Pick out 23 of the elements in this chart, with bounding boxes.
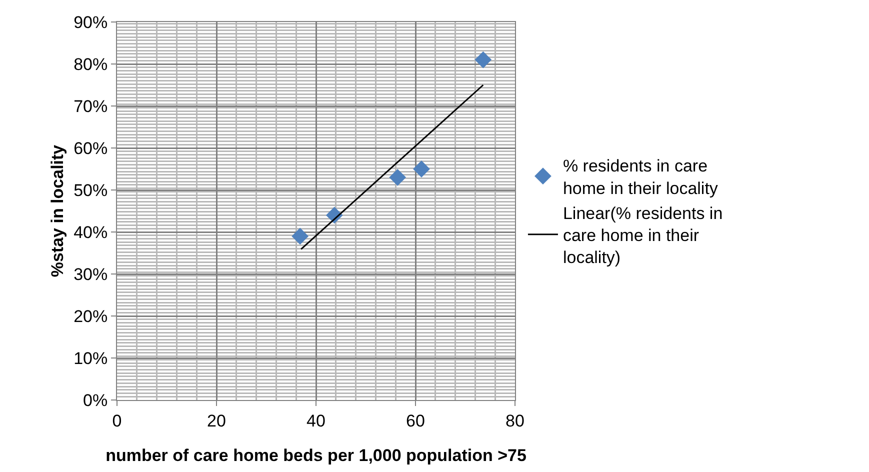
legend-label: Linear(% residents in care home in their locality) [562,204,723,268]
y-axis-title: %stay in locality [48,144,68,278]
y-tick-label: 0% [83,390,108,410]
y-tick-label: 30% [74,264,108,284]
x-tick-label: 20 [207,411,226,430]
y-tick-label: 50% [74,180,108,200]
point [389,168,406,186]
x-tick-label: 80 [506,411,524,430]
x-tick-label: 60 [406,411,425,430]
point [474,51,492,68]
y-tick-label: 40% [74,222,108,242]
y-tick-label: 60% [74,138,108,158]
y-tick-label: 80% [74,54,108,74]
x-tick-label: 40 [306,411,326,430]
x-tick-label: 0 [112,411,122,430]
y-tick-label: 90% [74,12,108,32]
y-tick-label: 70% [74,96,108,116]
point [413,160,430,178]
y-tick-label: 20% [74,306,108,326]
point [292,228,309,245]
y-tick-label: 10% [74,348,108,368]
x-axis-title: number of care home beds per 1,000 population >75 [106,446,526,465]
legend-label: % residents in care home in their locality [562,156,718,198]
